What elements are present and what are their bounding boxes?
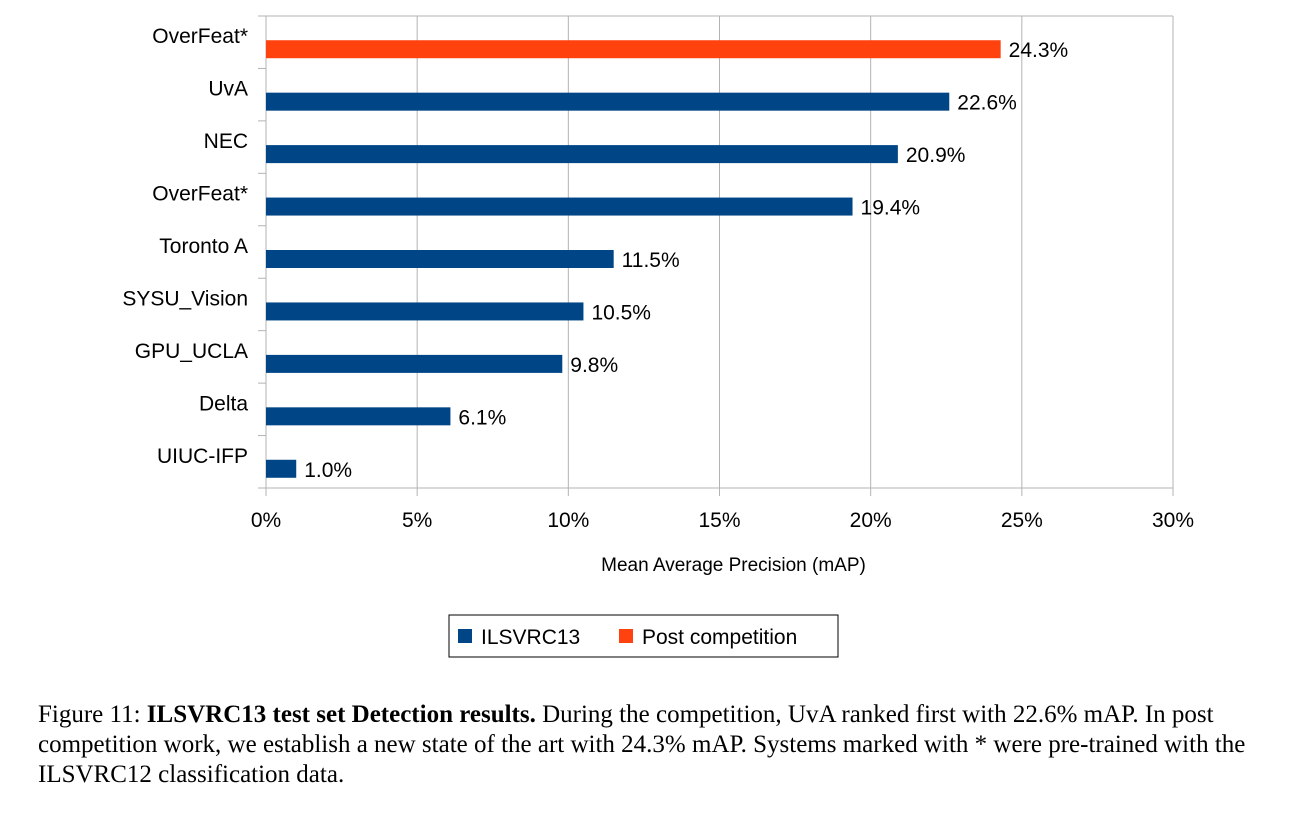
caption-label: Figure 11: [38,701,141,728]
x-tick-label: 30% [1152,509,1194,532]
bar [266,40,1001,59]
caption-text: During the competition, UvA ranked first… [38,701,1246,788]
bar [266,354,563,373]
bar [266,250,614,268]
value-label: 22.6% [957,92,1017,115]
legend-swatch [458,629,472,643]
category-label: GPU_UCLA [135,340,248,363]
figure-caption: Figure 11: ILSVRC13 test set Detection r… [38,700,1258,790]
legend-label: Post competition [642,626,797,649]
category-label: Toronto A [159,235,248,258]
category-labels: OverFeat* UvA NEC OverFeat* Toronto A SYSU_Vi… [122,25,248,468]
category-label: UIUC-IFP [157,445,248,468]
legend: ILSVRC13 Post competition [448,614,839,658]
value-label: 6.1% [458,406,506,429]
value-label: 9.8% [570,354,618,377]
x-tick-labels: 0% 5% 10% 15% 20% 25% 30% [251,509,1194,532]
x-tick-label: 5% [402,509,432,532]
bar [266,302,584,321]
x-tick-label: 25% [1001,509,1043,532]
x-tick-label: 0% [251,509,281,532]
x-axis-title: Mean Average Precision (mAP) [601,555,866,576]
category-label: NEC [204,130,248,153]
value-label: 10.5% [591,301,651,324]
category-label: SYSU_Vision [122,287,248,310]
bar [266,197,853,216]
value-labels: 24.3% 22.6% 20.9% 19.4% 11.5% 10.5% 9.8% 6.1% 1.… [304,39,1068,482]
category-label: Delta [199,392,248,415]
value-label: 24.3% [1009,39,1069,62]
x-tick-label: 15% [698,509,740,532]
value-label: 20.9% [906,144,966,167]
value-label: 19.4% [861,197,921,220]
bars [266,40,1001,478]
value-label: 11.5% [622,249,680,272]
bar [266,145,898,164]
detection-results-chart: OverFeat* UvA NEC OverFeat* Toronto A SYSU_Vi… [122,15,1194,658]
bar [266,92,950,111]
caption-title: ILSVRC13 test set Detection results. [146,701,536,728]
category-label: OverFeat* [152,183,248,206]
value-label: 1.0% [304,459,352,482]
category-label: UvA [208,78,248,101]
legend-box [448,614,839,658]
bar [266,407,451,426]
legend-swatch [619,629,633,643]
category-label: OverFeat* [152,25,248,48]
bar [266,459,297,478]
legend-label: ILSVRC13 [481,626,580,649]
x-tick-label: 10% [547,509,589,532]
x-tick-label: 20% [850,509,892,532]
